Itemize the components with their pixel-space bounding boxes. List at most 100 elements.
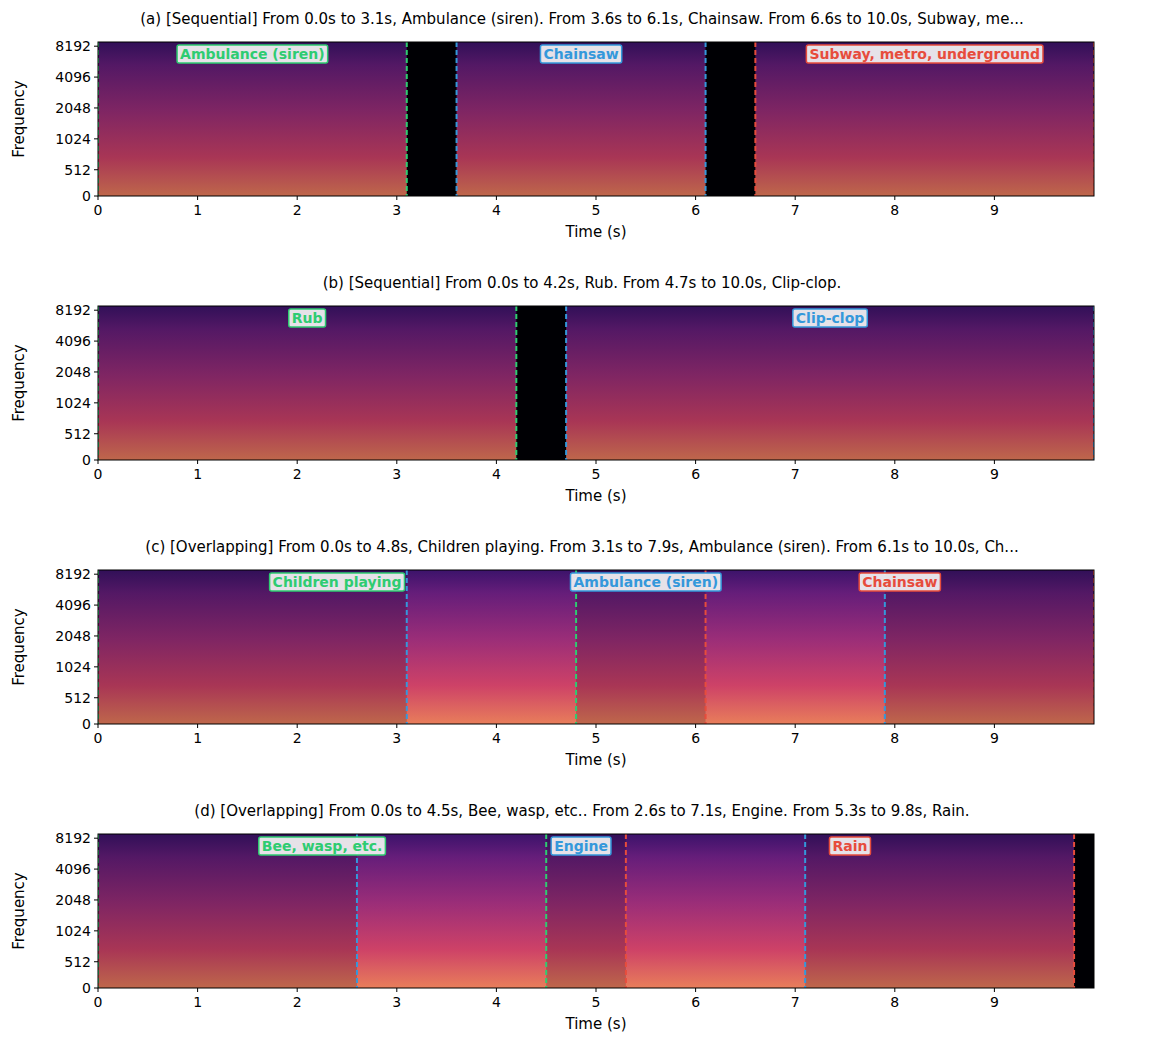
x-tick-label: 0 bbox=[94, 466, 103, 482]
x-tick bbox=[795, 724, 796, 728]
y-tick-label: 512 bbox=[64, 690, 91, 706]
label-box bbox=[177, 45, 328, 63]
x-tick bbox=[596, 460, 597, 464]
y-tick-label: 512 bbox=[64, 954, 91, 970]
segment-energy bbox=[98, 42, 407, 196]
segment-label: Chainsaw bbox=[862, 574, 937, 590]
segment-boundary bbox=[884, 570, 886, 724]
x-tick-label: 1 bbox=[193, 994, 202, 1010]
y-tick-label: 2048 bbox=[55, 100, 91, 116]
x-tick bbox=[994, 196, 995, 200]
frame bbox=[98, 306, 1094, 460]
x-tick-label: 5 bbox=[592, 202, 601, 218]
segment-boundary bbox=[545, 834, 547, 988]
x-tick-label: 2 bbox=[293, 466, 302, 482]
panel-title: (c) [Overlapping] From 0.0s to 4.8s, Chi… bbox=[145, 538, 1018, 556]
y-tick bbox=[94, 138, 98, 139]
x-axis-title: Time (s) bbox=[565, 223, 627, 241]
x-tick-label: 7 bbox=[791, 202, 800, 218]
y-tick-label: 4096 bbox=[55, 861, 91, 877]
panel: Children playingAmbulance (siren)Chainsa… bbox=[10, 538, 1094, 769]
x-tick-label: 6 bbox=[691, 730, 700, 746]
x-tick-label: 8 bbox=[890, 466, 899, 482]
x-tick-label: 9 bbox=[990, 466, 999, 482]
y-tick-label: 8192 bbox=[55, 302, 91, 318]
x-tick bbox=[197, 196, 198, 200]
panel-title: (d) [Overlapping] From 0.0s to 4.5s, Bee… bbox=[194, 802, 969, 820]
y-tick-label: 2048 bbox=[55, 892, 91, 908]
segment-boundary bbox=[406, 42, 408, 196]
segment-boundary bbox=[625, 834, 627, 988]
y-tick bbox=[94, 988, 98, 989]
background bbox=[98, 834, 1094, 988]
x-tick bbox=[994, 724, 995, 728]
segment-label: Clip-clop bbox=[796, 310, 864, 326]
x-tick bbox=[98, 724, 99, 728]
plot-area bbox=[98, 306, 1094, 460]
segment-label: Ambulance (siren) bbox=[180, 46, 325, 62]
segment-boundary bbox=[705, 42, 707, 196]
segment-label: Children playing bbox=[273, 574, 402, 590]
segment-boundary bbox=[804, 834, 806, 988]
y-tick bbox=[94, 869, 98, 870]
x-tick bbox=[596, 724, 597, 728]
x-tick bbox=[396, 460, 397, 464]
x-tick-label: 6 bbox=[691, 202, 700, 218]
x-tick-label: 4 bbox=[492, 730, 501, 746]
y-tick-label: 8192 bbox=[55, 38, 91, 54]
segment-label: Engine bbox=[554, 838, 608, 854]
x-tick bbox=[695, 196, 696, 200]
x-tick-label: 6 bbox=[691, 466, 700, 482]
x-tick bbox=[695, 988, 696, 992]
x-tick bbox=[695, 460, 696, 464]
y-tick bbox=[94, 196, 98, 197]
segment-boundary bbox=[1073, 834, 1075, 988]
y-tick-label: 4096 bbox=[55, 333, 91, 349]
x-tick bbox=[297, 460, 298, 464]
x-tick bbox=[496, 460, 497, 464]
panel: RubClip-clop0123456789051210242048409681… bbox=[10, 274, 1094, 505]
x-tick-label: 7 bbox=[791, 466, 800, 482]
segment-label: Subway, metro, underground bbox=[809, 46, 1040, 62]
panel: Ambulance (siren) Chainsaw Subway, metro, … bbox=[10, 10, 1094, 241]
y-tick bbox=[94, 77, 98, 78]
x-tick-label: 9 bbox=[990, 202, 999, 218]
segment-boundary bbox=[705, 570, 707, 724]
label-box bbox=[571, 573, 722, 591]
label-box bbox=[551, 837, 611, 855]
segment-label: Chainsaw bbox=[543, 46, 618, 62]
background bbox=[98, 42, 1094, 196]
y-tick-label: 4096 bbox=[55, 69, 91, 85]
segment-energy bbox=[457, 42, 706, 196]
x-tick bbox=[197, 460, 198, 464]
x-tick bbox=[994, 988, 995, 992]
x-tick bbox=[894, 196, 895, 200]
segment-boundary bbox=[356, 834, 358, 988]
y-axis-title: Frequency bbox=[10, 608, 28, 686]
segment-energy bbox=[755, 42, 1094, 196]
background bbox=[98, 306, 1094, 460]
label-box bbox=[270, 573, 405, 591]
x-tick-label: 8 bbox=[890, 202, 899, 218]
plot-area bbox=[98, 834, 1094, 988]
x-tick-label: 0 bbox=[94, 202, 103, 218]
x-tick bbox=[396, 724, 397, 728]
frame bbox=[98, 42, 1094, 196]
x-tick-label: 4 bbox=[492, 466, 501, 482]
plot-area bbox=[98, 42, 1094, 196]
x-tick bbox=[496, 196, 497, 200]
label-box bbox=[793, 309, 867, 327]
y-tick-label: 8192 bbox=[55, 830, 91, 846]
x-tick-label: 0 bbox=[94, 994, 103, 1010]
y-tick bbox=[94, 46, 98, 47]
y-tick bbox=[94, 402, 98, 403]
background bbox=[98, 570, 1094, 724]
x-tick-label: 3 bbox=[392, 202, 401, 218]
x-tick bbox=[297, 724, 298, 728]
y-tick-label: 1024 bbox=[55, 923, 91, 939]
label-box bbox=[540, 45, 621, 63]
x-tick-label: 5 bbox=[592, 730, 601, 746]
x-axis-title: Time (s) bbox=[565, 487, 627, 505]
y-tick bbox=[94, 724, 98, 725]
y-tick bbox=[94, 371, 98, 372]
